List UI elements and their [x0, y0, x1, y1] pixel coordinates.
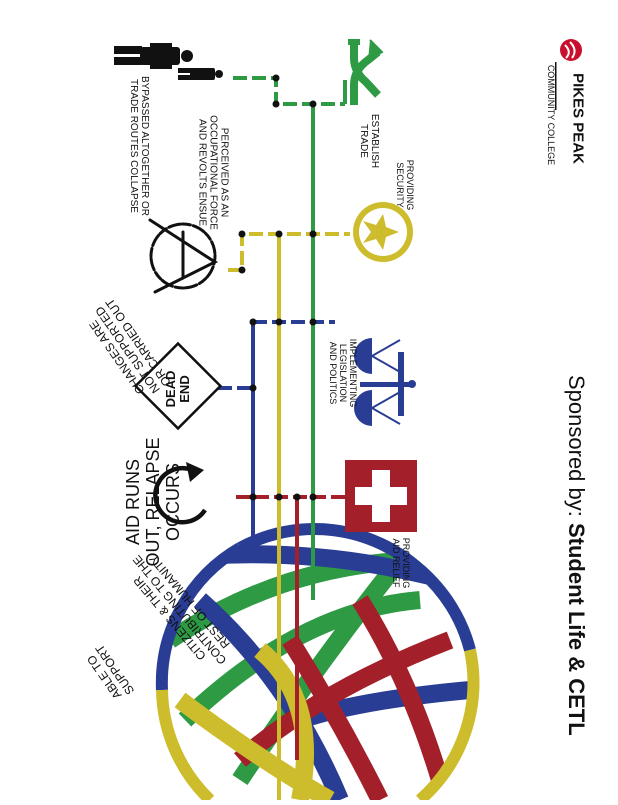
globe-icon	[155, 523, 480, 805]
star-badge-icon	[353, 202, 413, 262]
station-label-trade: ESTABLISH TRADE	[358, 109, 380, 173]
outcome-bypassed-text: BYPASSED ALTOGETHER OR TRADE ROUTES COLL…	[128, 75, 150, 217]
medical-cross-icon	[345, 460, 417, 532]
anarchy-symbol-icon	[148, 218, 219, 294]
station-label-security: PROVIDING SECURITY	[395, 156, 415, 214]
station-label-aid: PROVIDING AID RELIEF	[391, 536, 411, 590]
sponsor-text: Sponsored by: Student Life & CETL	[564, 375, 589, 775]
dead-end-label-text: DEAD END	[163, 370, 192, 408]
station-label-trade-text: ESTABLISH TRADE	[358, 113, 380, 169]
logo-icon	[560, 39, 582, 61]
scales-of-justice-icon	[354, 338, 416, 426]
station-label-legislation-text: IMPLEMENTING LEGISLATION AND POLITICS	[328, 338, 358, 408]
yellow-branch	[228, 232, 350, 272]
sponsor-name: Student Life & CETL	[564, 522, 589, 736]
green-branch	[233, 76, 347, 106]
dead-end-sign-icon	[133, 341, 223, 431]
circular-arrow-icon	[153, 462, 207, 525]
station-label-aid-text: PROVIDING AID RELIEF	[391, 537, 411, 589]
station-label-legislation: IMPLEMENTING LEGISLATION AND POLITICS	[328, 334, 358, 412]
blue-branch	[218, 320, 335, 390]
station-label-security-text: PROVIDING SECURITY	[395, 159, 415, 211]
logo-divider	[555, 62, 557, 110]
outcome-occupational-text: PERCEIVED AS AN OCCUPATIONAL FORCE AND R…	[196, 115, 230, 230]
dead-end-label: DEAD END	[163, 363, 192, 415]
outcome-occupational: PERCEIVED AS AN OCCUPATIONAL FORCE AND R…	[197, 108, 230, 238]
logo-name: PIKES PEAK	[569, 73, 587, 164]
people-icon	[114, 43, 223, 80]
sponsor-prefix: Sponsored by:	[564, 375, 589, 523]
logo-subtitle: COMMUNITY COLLEGE	[546, 64, 556, 166]
crossing-arrows-icon	[348, 39, 384, 105]
junction-dots	[238, 74, 317, 501]
outcome-bypassed: BYPASSED ALTOGETHER OR TRADE ROUTES COLL…	[128, 71, 150, 221]
trunk-lines	[251, 104, 315, 800]
